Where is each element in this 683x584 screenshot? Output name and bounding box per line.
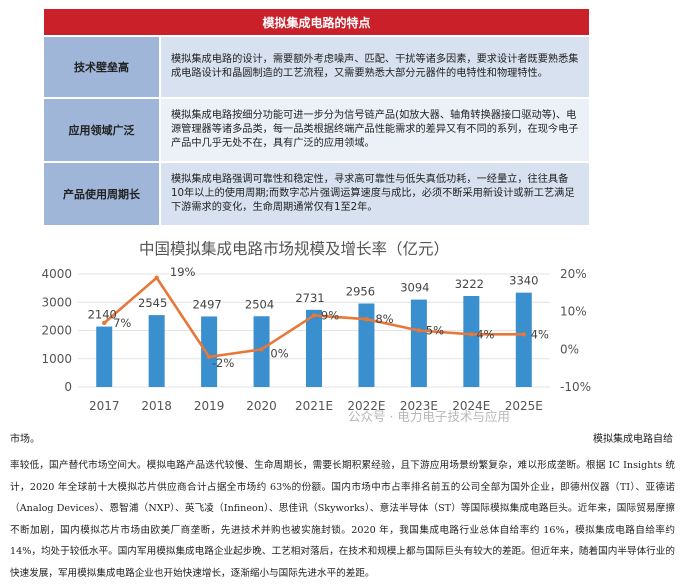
y-left-tick-label: 3000 [41, 295, 72, 309]
line-point [469, 332, 474, 337]
bar [253, 316, 270, 387]
bar-value-label: 2956 [346, 284, 375, 298]
table-row: 应用领域广泛 模拟集成电路按细分功能可进一步分为信号链产品(如放大器、轴角转换器… [44, 97, 589, 161]
line-value-label: 5% [426, 324, 444, 338]
features-table: 模拟集成电路的特点 技术壁垒高 模拟集成电路的设计，需要额外考虑噪声、匹配、干扰… [43, 8, 590, 226]
line-value-label: 0% [270, 346, 288, 360]
line-point [416, 328, 422, 333]
y-left-tick-label: 1000 [41, 352, 72, 366]
line-value-label: 4% [476, 327, 494, 341]
y-right-tick-label: -10% [560, 380, 591, 394]
text-fragment-left: 市场。 [10, 434, 40, 445]
line-value-label: 4% [531, 327, 549, 341]
text-fragment-right: 模拟集成电路自给 [593, 434, 673, 445]
y-left-tick-label: 4000 [41, 267, 72, 281]
body-paragraph: 率较低，国产替代市场空间大。模拟电路产品迭代较慢、生命周期长，需要长期积累经验，… [10, 460, 675, 579]
chart-title: 中国模拟集成电路市场规模及增长率（亿元） [139, 240, 449, 258]
bar [306, 309, 322, 387]
x-tick-label: 2021E [295, 399, 333, 413]
x-tick-label: 2017 [89, 399, 120, 413]
line-point [364, 317, 369, 322]
x-tick-label: 2019 [194, 399, 225, 413]
bar-value-label: 3094 [400, 281, 429, 295]
bar [515, 292, 532, 387]
bar [410, 299, 427, 387]
x-tick-label: 2018 [141, 399, 172, 413]
bar-value-label: 2140 [88, 308, 117, 322]
row-text: 模拟集成电路的设计，需要额外考虑噪声、匹配、干扰等诸多因素，要求设计者既要熟悉集… [161, 37, 589, 97]
line-point [102, 320, 107, 326]
line-point [259, 347, 264, 352]
bar [201, 316, 218, 387]
line-value-label: 9% [321, 308, 339, 322]
table-title: 模拟集成电路的特点 [44, 9, 589, 35]
row-label: 技术壁垒高 [44, 37, 161, 97]
bar-value-label: 2497 [192, 297, 221, 311]
bar-value-label: 2545 [138, 296, 167, 310]
bar [96, 326, 113, 387]
watermark-text: 公众号 · 电力电子技术与应用 [348, 409, 510, 424]
y-left-tick-label: 2000 [41, 324, 72, 338]
bar-value-label: 2731 [295, 291, 324, 305]
row-label: 应用领域广泛 [44, 99, 161, 161]
bar-value-label: 3340 [509, 274, 538, 288]
chart-svg: 中国模拟集成电路市场规模及增长率（亿元） 2140 2545 2497 2504 273… [41, 240, 591, 424]
line-point [206, 354, 212, 360]
line-point [311, 313, 317, 318]
row-text: 模拟集成电路按细分功能可进一步分为信号链产品(如放大器、轴角转换器接口驱动等)、… [161, 99, 589, 161]
table-row: 产品使用周期长 模拟集成电路强调可靠性和稳定性，寻求高可靠性与低失真低功耗，一经… [44, 161, 589, 225]
x-tick-label: 2023E [400, 399, 438, 413]
bar [358, 303, 375, 387]
table-row: 技术壁垒高 模拟集成电路的设计，需要额外考虑噪声、匹配、干扰等诸多因素，要求设计… [44, 35, 589, 97]
x-tick-label: 2020 [246, 399, 277, 413]
line-value-label: 7% [113, 316, 131, 330]
bar [148, 315, 165, 387]
bar-value-label: 3222 [455, 277, 484, 291]
x-tick-label: 2022E [347, 399, 385, 413]
y-left-tick-label: 0 [64, 380, 72, 394]
bar-value-label: 2504 [245, 297, 274, 311]
x-tick-label: 2024E [452, 399, 490, 413]
x-tick-label: 2025E [505, 399, 543, 413]
y-right-tick-label: 20% [560, 267, 587, 281]
line-value-label: 8% [375, 312, 393, 326]
line-value-label: 19% [170, 265, 196, 279]
y-right-tick-label: 10% [560, 305, 587, 319]
row-text: 模拟集成电路强调可靠性和稳定性，寻求高可靠性与低失真低功耗，一经量立，往往具备1… [161, 163, 589, 225]
line-value-label: -2% [212, 356, 234, 370]
row-label: 产品使用周期长 [44, 163, 161, 225]
line-point [154, 275, 159, 280]
y-right-tick-label: 0% [560, 342, 579, 356]
bar [463, 295, 480, 387]
line-point [521, 332, 526, 337]
market-chart: 中国模拟集成电路市场规模及增长率（亿元） 2140 2545 2497 2504 273… [30, 232, 650, 424]
